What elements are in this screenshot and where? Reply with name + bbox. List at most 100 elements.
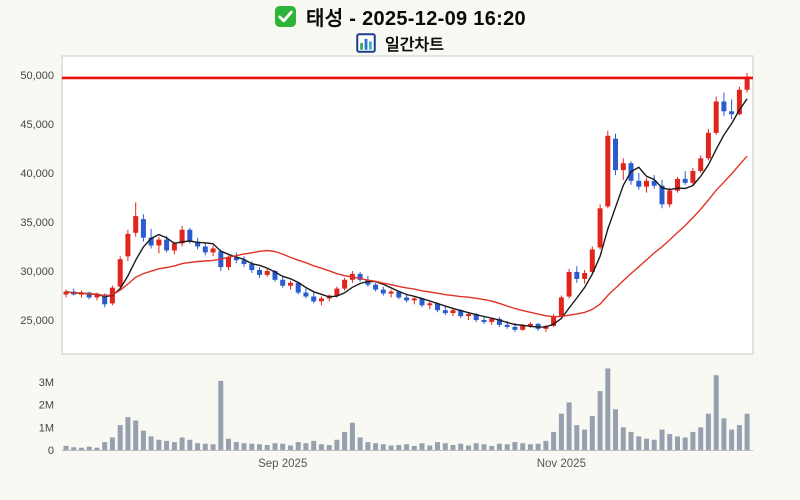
volume-bar (63, 445, 69, 450)
volume-bar (326, 445, 332, 450)
candle-body (744, 77, 750, 90)
candle-body (473, 314, 479, 320)
candle-body (404, 297, 410, 301)
candle-body (675, 178, 680, 191)
candle-body (713, 101, 719, 133)
volume-bar (628, 431, 634, 450)
volume-bar (241, 443, 247, 450)
volume-bar (721, 418, 727, 450)
price-tick-label: 45,000 (20, 119, 54, 131)
volume-bar (682, 437, 688, 450)
volume-bar (396, 445, 402, 450)
candle-body (419, 298, 425, 306)
candle-body (520, 325, 526, 330)
volume-bar (334, 439, 340, 450)
candle-body (481, 320, 487, 322)
candle-body (156, 239, 162, 246)
volume-bar (210, 444, 216, 450)
candle-body (644, 180, 649, 187)
candle-body (133, 216, 139, 233)
candle-body (411, 298, 417, 301)
candle-body (295, 282, 301, 293)
ma-slow-line (65, 155, 748, 318)
chart-type-label: 일간차트 (385, 37, 444, 54)
volume-bar (605, 368, 611, 450)
volume-bar (179, 437, 185, 450)
volume-bar (589, 416, 595, 450)
candle-body (86, 292, 92, 298)
bar-chart-icon (356, 33, 376, 53)
volume-bar (582, 429, 588, 450)
candle-body (667, 190, 673, 205)
volume-bar (311, 440, 317, 450)
volume-tick-label: 2M (39, 400, 54, 412)
volume-bar (94, 447, 100, 450)
candle-body (442, 310, 448, 314)
candle-body (721, 101, 727, 112)
title-row: 태성 - 2025-12-09 16:20 (0, 3, 800, 30)
candle-body (636, 180, 642, 187)
volume-bar (675, 436, 680, 450)
volume-bar (365, 442, 371, 450)
candle-body (388, 291, 394, 294)
volume-bar (450, 445, 456, 450)
volume-bar (202, 443, 208, 450)
volume-bar (148, 436, 154, 450)
ma-fast-line (65, 98, 748, 328)
volume-bar (86, 446, 92, 450)
candle-body (264, 271, 270, 275)
volume-bar (705, 413, 711, 450)
volume-bar (690, 431, 696, 450)
volume-bar (171, 442, 177, 450)
candle-body (102, 294, 108, 305)
candle-body (164, 239, 170, 251)
candle-body (257, 270, 262, 275)
volume-bars-group (63, 368, 750, 450)
candle-body (311, 296, 317, 302)
candle-body (241, 260, 247, 265)
volume-bar (388, 445, 394, 450)
candle-body (512, 326, 518, 330)
candle-body (551, 316, 557, 326)
chart-header: 태성 - 2025-12-09 16:20 일간차트 (0, 3, 800, 55)
volume-bar (187, 439, 193, 450)
candle-body (613, 138, 618, 171)
volume-bar (651, 439, 657, 450)
volume-bar (140, 430, 146, 450)
price-plot-area (61, 55, 754, 355)
volume-bar (195, 443, 201, 450)
candle-body (202, 246, 208, 253)
candle-body (318, 298, 324, 302)
volume-bar (481, 444, 487, 450)
candle-body (171, 243, 177, 251)
candle-body (659, 185, 665, 205)
candle-body (280, 279, 286, 286)
price-axis-labels: 50,000 45,000 40,000 35,000 30,000 25,000 (20, 70, 54, 327)
candle-body (380, 289, 386, 294)
volume-bar (233, 442, 239, 450)
checkbox-icon (275, 5, 297, 28)
price-tick-label: 35,000 (20, 217, 54, 229)
candle-body (357, 273, 363, 280)
candle-body (690, 171, 696, 183)
volume-bar (466, 445, 471, 450)
candle-body (450, 310, 456, 314)
candle-body (233, 257, 239, 261)
candle-body (94, 294, 100, 298)
candle-body (698, 158, 704, 171)
volume-tick-label: 1M (39, 422, 54, 434)
volume-bar (667, 434, 673, 450)
candle-body (504, 324, 510, 327)
volume-bar (79, 447, 84, 450)
volume-bar (419, 443, 425, 450)
volume-bar (264, 445, 270, 450)
volume-bar (249, 443, 255, 450)
volume-bar (272, 443, 278, 450)
candle-body (527, 323, 533, 326)
volume-bar (566, 402, 572, 450)
candle-body (729, 111, 735, 115)
volume-tick-label: 0 (48, 445, 54, 457)
volume-bar (411, 445, 417, 450)
candle-body (373, 284, 379, 290)
